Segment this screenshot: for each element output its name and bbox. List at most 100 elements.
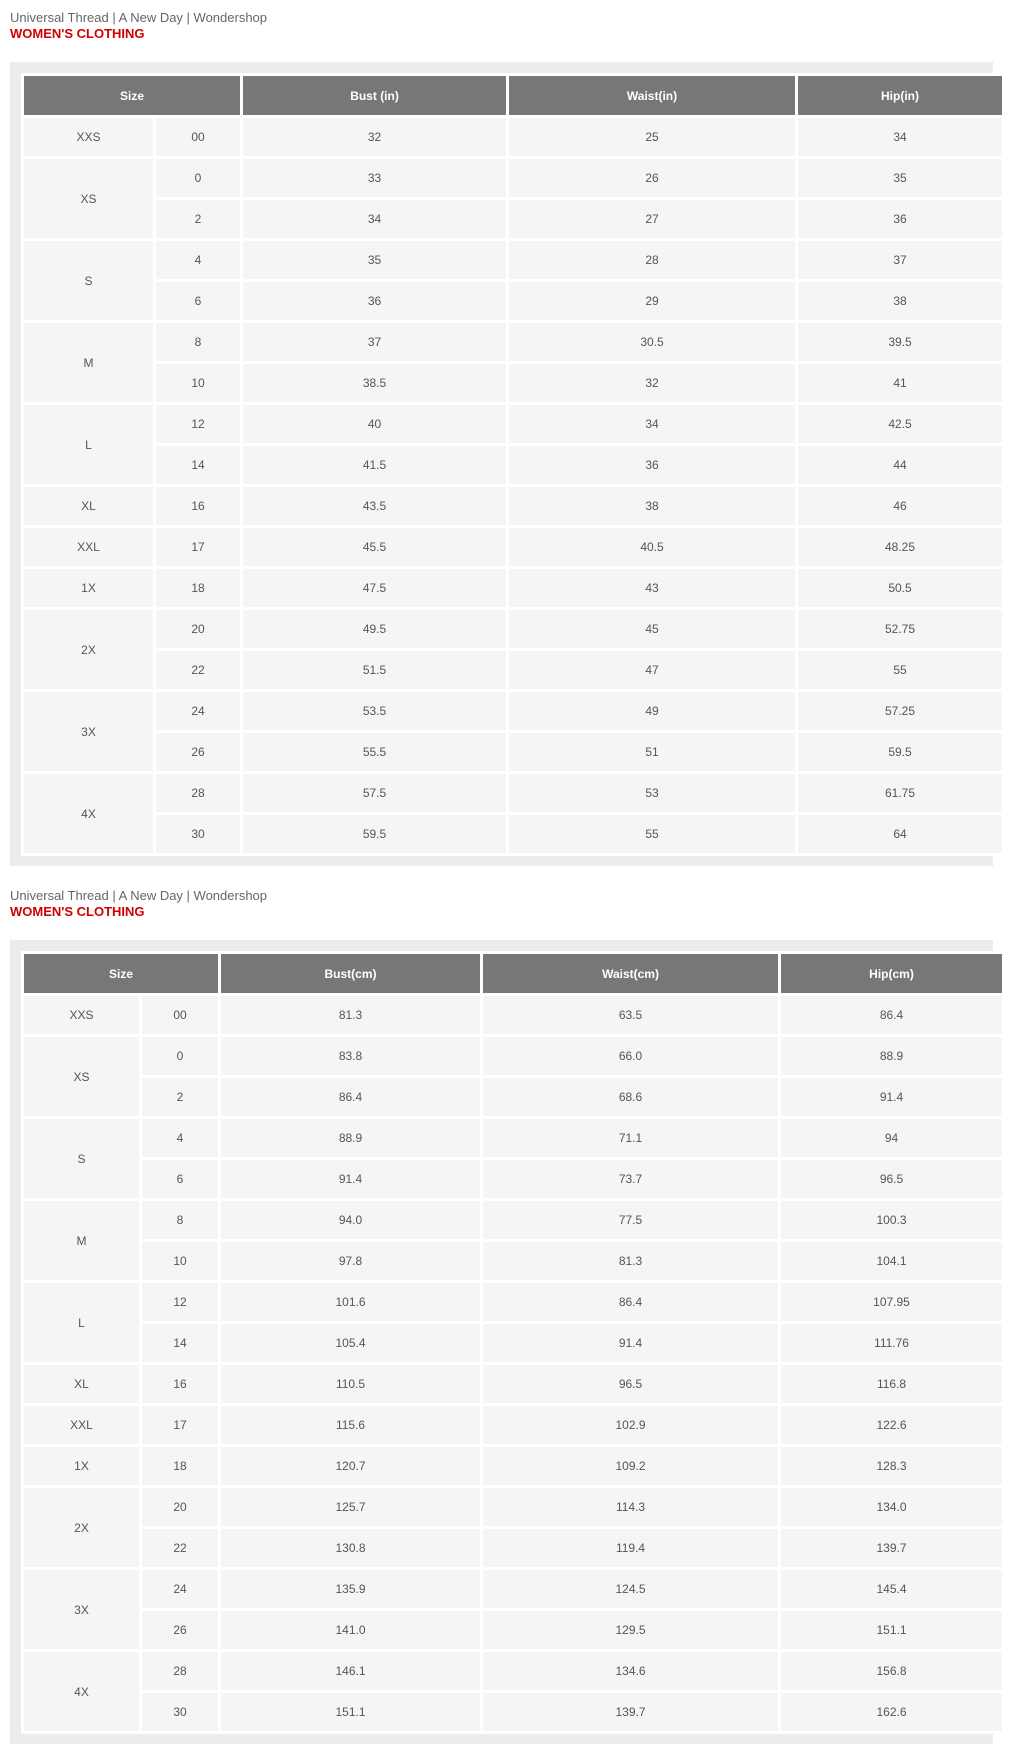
numeric-size-cell: 0 xyxy=(152,156,244,200)
size-label-cell: XL xyxy=(21,484,156,528)
waist-cell: 96.5 xyxy=(480,1362,782,1406)
numeric-size-cell: 22 xyxy=(138,1526,222,1570)
brand-list: Universal Thread | A New Day | Wondersho… xyxy=(10,10,268,25)
waist-cell: 81.3 xyxy=(480,1239,782,1283)
numeric-size-cell: 8 xyxy=(152,320,244,364)
waist-cell: 34 xyxy=(506,402,799,446)
waist-cell: 32 xyxy=(506,361,799,405)
hip-cell: 151.1 xyxy=(778,1608,1006,1652)
size-label-cell: 4X xyxy=(21,1649,142,1734)
waist-cell: 25 xyxy=(506,115,799,159)
table-row: 2X 20 125.7 114.3 134.0 xyxy=(21,1485,1006,1570)
size-label-cell: 1X xyxy=(21,1444,142,1488)
bust-cell: 40 xyxy=(240,402,510,446)
numeric-size-cell: 4 xyxy=(138,1116,222,1160)
size-label-cell: M xyxy=(21,1198,142,1283)
table-row: XXS 00 81.3 63.5 86.4 xyxy=(21,993,1006,1037)
hip-cell: 145.4 xyxy=(778,1567,1006,1611)
table-row: 10 38.5 32 41 xyxy=(23,361,1006,405)
bust-cell: 81.3 xyxy=(218,993,484,1037)
hip-cell: 39.5 xyxy=(795,320,1006,364)
table-row: 14 105.4 91.4 111.76 xyxy=(23,1321,1006,1365)
table-row: XXS 00 32 25 34 xyxy=(21,115,1006,159)
bust-cell: 135.9 xyxy=(218,1567,484,1611)
numeric-size-cell: 28 xyxy=(152,771,244,815)
hip-cell: 55 xyxy=(795,648,1006,692)
hip-cell: 111.76 xyxy=(778,1321,1006,1365)
numeric-size-cell: 2 xyxy=(152,197,244,241)
waist-cell: 43 xyxy=(506,566,799,610)
size-label-cell: 3X xyxy=(21,1567,142,1652)
bust-cell: 55.5 xyxy=(240,730,510,774)
waist-cell: 27 xyxy=(506,197,799,241)
waist-cell: 102.9 xyxy=(480,1403,782,1447)
size-label-cell: M xyxy=(21,320,156,405)
size-label-cell: L xyxy=(21,402,156,487)
numeric-size-cell: 30 xyxy=(138,1690,222,1734)
waist-cell: 29 xyxy=(506,279,799,323)
bust-cell: 59.5 xyxy=(240,812,510,856)
hip-cell: 42.5 xyxy=(795,402,1006,446)
header-hip: Hip(cm) xyxy=(778,951,1006,996)
hip-cell: 96.5 xyxy=(778,1157,1006,1201)
waist-cell: 55 xyxy=(506,812,799,856)
header-row: Size Bust(cm) Waist(cm) Hip(cm) xyxy=(20,951,1006,996)
table-row: 3X 24 135.9 124.5 145.4 xyxy=(21,1567,1006,1652)
size-label-cell: XS xyxy=(21,156,156,241)
size-label-cell: S xyxy=(21,1116,142,1201)
waist-cell: 38 xyxy=(506,484,799,528)
waist-cell: 68.6 xyxy=(480,1075,782,1119)
table-row: 26 141.0 129.5 151.1 xyxy=(23,1608,1006,1652)
table-row: M 8 94.0 77.5 100.3 xyxy=(21,1198,1006,1283)
size-label-cell: XXS xyxy=(21,115,156,159)
bust-cell: 47.5 xyxy=(240,566,510,610)
numeric-size-cell: 28 xyxy=(138,1649,222,1693)
hip-cell: 48.25 xyxy=(795,525,1006,569)
table-row: 4X 28 57.5 53 61.75 xyxy=(21,771,1006,856)
hip-cell: 116.8 xyxy=(778,1362,1006,1406)
bust-cell: 101.6 xyxy=(218,1280,484,1324)
bust-cell: 151.1 xyxy=(218,1690,484,1734)
waist-cell: 53 xyxy=(506,771,799,815)
numeric-size-cell: 12 xyxy=(138,1280,222,1324)
numeric-size-cell: 10 xyxy=(138,1239,222,1283)
bust-cell: 49.5 xyxy=(240,607,510,651)
bust-cell: 32 xyxy=(240,115,510,159)
size-label-cell: XS xyxy=(21,1034,142,1119)
bust-cell: 110.5 xyxy=(218,1362,484,1406)
table-row: 2X 20 49.5 45 52.75 xyxy=(21,607,1006,692)
size-label-cell: 1X xyxy=(21,566,156,610)
size-label-cell: S xyxy=(21,238,156,323)
size-label-cell: XXL xyxy=(21,525,156,569)
waist-cell: 73.7 xyxy=(480,1157,782,1201)
bust-cell: 35 xyxy=(240,238,510,282)
numeric-size-cell: 16 xyxy=(152,484,244,528)
bust-cell: 53.5 xyxy=(240,689,510,733)
hip-cell: 100.3 xyxy=(778,1198,1006,1242)
numeric-size-cell: 00 xyxy=(138,993,222,1037)
hip-cell: 41 xyxy=(795,361,1006,405)
header-size: Size xyxy=(20,951,222,996)
numeric-size-cell: 0 xyxy=(138,1034,222,1078)
table-row: 22 130.8 119.4 139.7 xyxy=(23,1526,1006,1570)
table-row: L 12 101.6 86.4 107.95 xyxy=(21,1280,1006,1365)
waist-cell: 26 xyxy=(506,156,799,200)
numeric-size-cell: 10 xyxy=(152,361,244,405)
header-bust: Bust(cm) xyxy=(218,951,484,996)
waist-cell: 124.5 xyxy=(480,1567,782,1611)
hip-cell: 86.4 xyxy=(778,993,1006,1037)
hip-cell: 104.1 xyxy=(778,1239,1006,1283)
header-waist: Waist(cm) xyxy=(480,951,782,996)
hip-cell: 88.9 xyxy=(778,1034,1006,1078)
numeric-size-cell: 24 xyxy=(138,1567,222,1611)
numeric-size-cell: 26 xyxy=(138,1608,222,1652)
table-row: XL 16 43.5 38 46 xyxy=(21,484,1006,528)
hip-cell: 46 xyxy=(795,484,1006,528)
waist-cell: 63.5 xyxy=(480,993,782,1037)
hip-cell: 128.3 xyxy=(778,1444,1006,1488)
bust-cell: 125.7 xyxy=(218,1485,484,1529)
numeric-size-cell: 4 xyxy=(152,238,244,282)
size-label-cell: L xyxy=(21,1280,142,1365)
waist-cell: 91.4 xyxy=(480,1321,782,1365)
size-label-cell: 2X xyxy=(21,607,156,692)
